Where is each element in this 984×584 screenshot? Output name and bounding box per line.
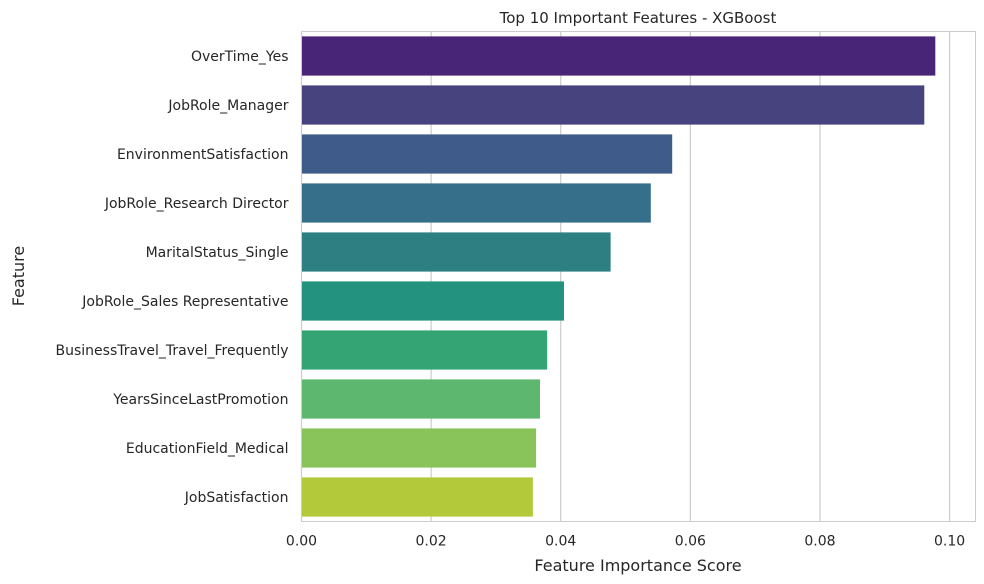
bar [301,85,925,125]
x-axis-label: Feature Importance Score [534,556,741,575]
bar [301,477,533,517]
bar [301,281,564,321]
y-axis-label: Feature [9,246,28,306]
bar [301,183,651,223]
y-tick-label: EducationField_Medical [126,441,289,457]
y-tick-label: YearsSinceLastPromotion [112,392,288,408]
y-tick-label: BusinessTravel_Travel_Frequently [56,343,289,359]
y-tick-label: JobRole_Manager [167,98,288,114]
bars [301,36,936,517]
y-tick-labels: OverTime_Yes JobRole_Manager EnvironmentSa… [56,49,289,506]
x-tick-label: 0.04 [545,534,576,550]
bar [301,36,936,76]
x-tick-label: 0.10 [934,534,965,550]
bar [301,232,611,272]
x-tick-label: 0.02 [416,534,447,550]
chart-title: Top 10 Important Features - XGBoost [499,9,777,27]
bar [301,134,673,174]
bar [301,428,537,468]
bar [301,330,548,370]
y-tick-label: OverTime_Yes [191,49,289,65]
x-tick-labels: 0.00 0.02 0.04 0.06 0.08 0.10 [286,534,965,550]
y-tick-label: MaritalStatus_Single [146,245,289,261]
y-tick-label: JobSatisfaction [184,490,289,506]
y-tick-label: JobRole_Research Director [104,196,289,212]
y-tick-label: JobRole_Sales Representative [81,294,288,310]
y-tick-label: EnvironmentSatisfaction [117,147,289,163]
x-tick-label: 0.06 [675,534,706,550]
x-tick-label: 0.00 [286,534,317,550]
x-tick-label: 0.08 [804,534,835,550]
plot-frame [301,31,976,522]
bar [301,379,540,419]
